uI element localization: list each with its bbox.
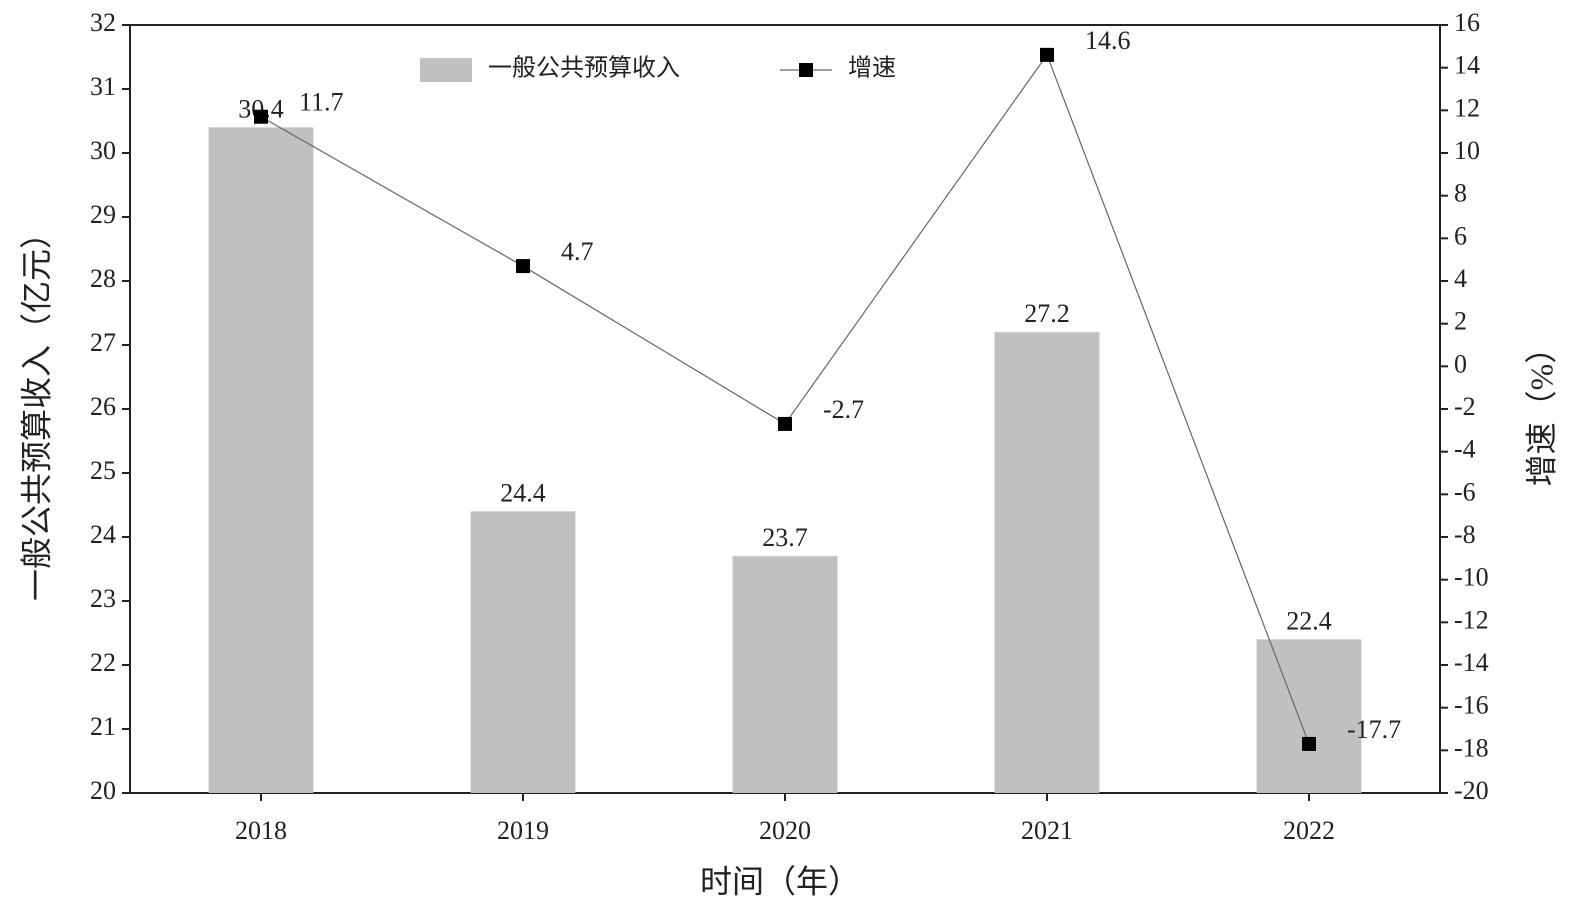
bar-value-label: 22.4 [1286,606,1332,635]
bar [208,127,314,793]
y2-tick-label: -2 [1454,392,1476,421]
y2-tick-label: -6 [1454,477,1476,506]
line-value-label: -17.7 [1347,715,1401,744]
y2-tick-label: 6 [1454,221,1467,250]
y2-tick-label: 8 [1454,179,1467,208]
y2-tick-label: 10 [1454,136,1480,165]
x-axis-title: 时间（年） [700,863,860,899]
y2-tick-label: 2 [1454,307,1467,336]
line-value-label: 4.7 [561,237,594,266]
line-marker [1040,47,1054,62]
y2-tick-label: 16 [1454,8,1480,37]
legend-label: 一般公共预算收入 [488,55,680,82]
line-value-label: 14.6 [1085,26,1131,55]
y2-axis-title: 增速（%） [1523,332,1559,487]
legend-swatch [420,58,472,82]
y-tick-label: 21 [90,712,116,741]
y2-tick-label: -16 [1454,691,1489,720]
line-marker [1302,736,1316,751]
x-tick-label: 2021 [1021,816,1073,845]
y-tick-label: 28 [90,264,116,293]
bar-value-label: 27.2 [1024,299,1070,328]
legend-marker [799,63,813,77]
x-tick-label: 2020 [759,816,811,845]
y2-tick-label: -4 [1454,435,1476,464]
y-tick-label: 29 [90,200,116,229]
line-marker [516,259,530,274]
bar-value-label: 24.4 [500,478,546,507]
y-tick-label: 22 [90,648,116,677]
bar [470,511,576,793]
y-axis-title: 一般公共预算收入（亿元） [18,217,54,601]
line-marker [254,109,268,124]
y2-tick-label: -20 [1454,776,1489,805]
y2-tick-label: -18 [1454,733,1489,762]
y2-tick-label: 4 [1454,264,1467,293]
y2-tick-label: -8 [1454,520,1476,549]
y2-tick-label: -12 [1454,605,1489,634]
bar-value-label: 23.7 [762,523,808,552]
x-tick-label: 2019 [497,816,549,845]
y-tick-label: 31 [90,72,116,101]
y2-tick-label: -14 [1454,648,1489,677]
y2-tick-label: 14 [1454,51,1480,80]
bar [1256,639,1362,793]
y-tick-label: 30 [90,136,116,165]
y-tick-label: 26 [90,392,116,421]
y2-tick-label: 0 [1454,349,1467,378]
bar [732,556,838,793]
y-tick-label: 27 [90,328,116,357]
line-value-label: 11.7 [299,88,344,117]
y2-tick-label: -10 [1454,563,1489,592]
line-value-label: -2.7 [823,395,864,424]
bar [994,332,1100,793]
x-tick-label: 2022 [1283,816,1335,845]
legend-label: 增速 [848,55,896,82]
x-tick-label: 2018 [235,816,287,845]
y-tick-label: 20 [90,776,116,805]
y2-tick-label: 12 [1454,93,1480,122]
y-tick-label: 25 [90,456,116,485]
line-marker [778,416,792,431]
y-tick-label: 32 [90,8,116,37]
y-tick-label: 23 [90,584,116,613]
y-tick-label: 24 [90,520,116,549]
